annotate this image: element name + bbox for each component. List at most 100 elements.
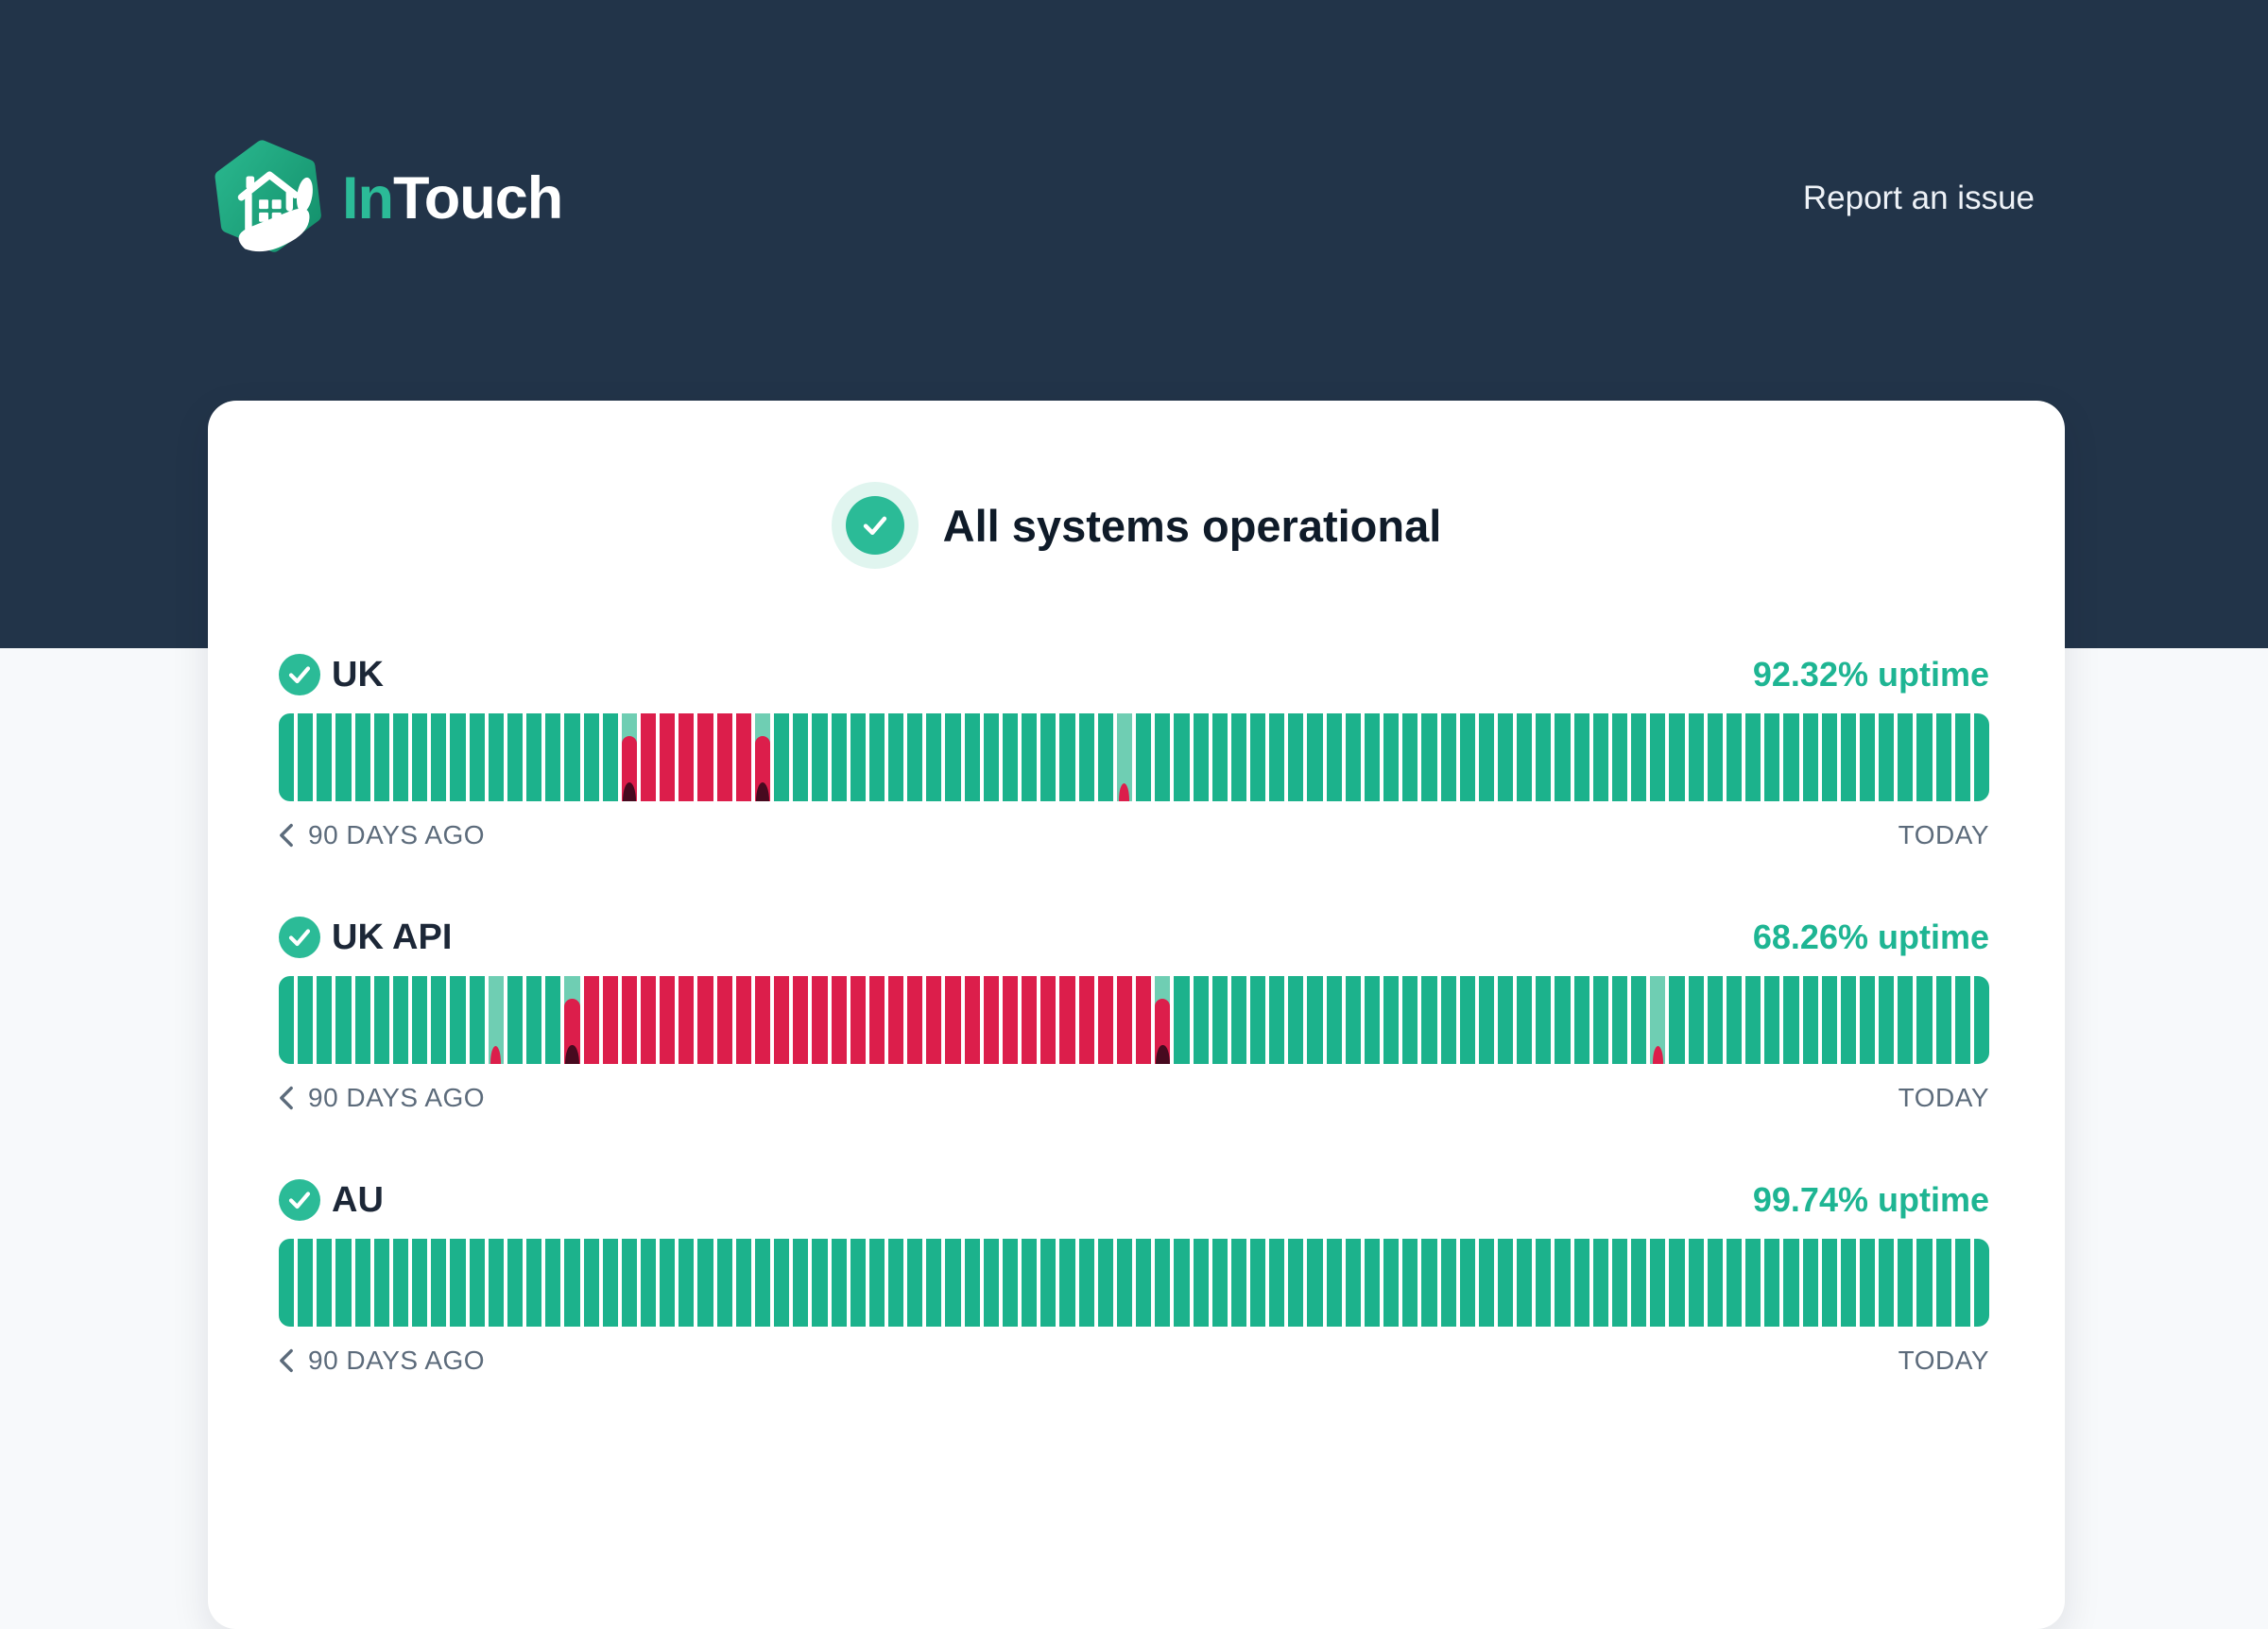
bar-up[interactable]	[1898, 976, 1914, 1064]
bar-up[interactable]	[545, 976, 561, 1064]
bar-up[interactable]	[279, 976, 295, 1064]
bar-up[interactable]	[1745, 976, 1761, 1064]
bar-up[interactable]	[1517, 976, 1533, 1064]
bar-up[interactable]	[735, 1239, 751, 1327]
intouch-logo[interactable]: InTouch	[210, 140, 563, 257]
bar-up[interactable]	[450, 976, 466, 1064]
bar-up[interactable]	[526, 1239, 542, 1327]
bar-up[interactable]	[1022, 713, 1038, 801]
bar-up[interactable]	[1821, 1239, 1837, 1327]
bar-up[interactable]	[850, 713, 866, 801]
bar-up[interactable]	[1611, 713, 1628, 801]
bar-up[interactable]	[1898, 713, 1914, 801]
bar-down[interactable]	[812, 976, 828, 1064]
bar-up[interactable]	[1155, 713, 1171, 801]
bar-up[interactable]	[1097, 1239, 1113, 1327]
bar-up[interactable]	[1249, 976, 1266, 1064]
bar-up[interactable]	[1973, 976, 1990, 1064]
bar-up[interactable]	[1002, 713, 1019, 801]
bar-up[interactable]	[1592, 1239, 1608, 1327]
bar-up[interactable]	[964, 1239, 980, 1327]
bar-up[interactable]	[317, 713, 333, 801]
bar-up[interactable]	[1745, 713, 1761, 801]
bar-up[interactable]	[1421, 713, 1437, 801]
report-issue-link[interactable]: Report an issue	[1802, 180, 2035, 216]
bar-up[interactable]	[1288, 1239, 1304, 1327]
bar-up[interactable]	[1478, 1239, 1494, 1327]
bar-up[interactable]	[1973, 713, 1990, 801]
bar-up[interactable]	[1592, 713, 1608, 801]
bar-up[interactable]	[1898, 1239, 1914, 1327]
bar-up[interactable]	[412, 1239, 428, 1327]
bar-down[interactable]	[697, 713, 713, 801]
bar-up[interactable]	[545, 1239, 561, 1327]
bar-up[interactable]	[1230, 713, 1246, 801]
bar-up[interactable]	[1498, 976, 1514, 1064]
bar-up[interactable]	[412, 976, 428, 1064]
bar-up[interactable]	[1193, 976, 1209, 1064]
bar-up[interactable]	[1573, 976, 1589, 1064]
bar-up[interactable]	[450, 1239, 466, 1327]
bar-up[interactable]	[335, 1239, 352, 1327]
bar-down[interactable]	[660, 713, 676, 801]
bar-up[interactable]	[392, 713, 409, 801]
bar-up[interactable]	[1459, 976, 1475, 1064]
bar-up[interactable]	[1916, 976, 1933, 1064]
bar-up[interactable]	[1326, 713, 1342, 801]
bar-up[interactable]	[335, 976, 352, 1064]
chevron-left-icon[interactable]	[279, 1347, 296, 1374]
bar-up[interactable]	[1688, 1239, 1704, 1327]
bar-up[interactable]	[1097, 713, 1113, 801]
bar-up[interactable]	[1611, 976, 1628, 1064]
bar-up[interactable]	[373, 713, 389, 801]
bar-up[interactable]	[1631, 1239, 1647, 1327]
bar-up[interactable]	[564, 1239, 580, 1327]
bar-up[interactable]	[945, 713, 961, 801]
bar-up[interactable]	[1783, 713, 1799, 801]
bar-up[interactable]	[373, 976, 389, 1064]
bar-up[interactable]	[1307, 713, 1323, 801]
bar-up[interactable]	[1517, 713, 1533, 801]
bar-partial-minor[interactable]	[488, 976, 504, 1064]
bar-up[interactable]	[1954, 713, 1970, 801]
bar-up[interactable]	[1573, 1239, 1589, 1327]
bar-up[interactable]	[1935, 1239, 1951, 1327]
bar-down[interactable]	[907, 976, 923, 1064]
bar-up[interactable]	[907, 713, 923, 801]
bar-down[interactable]	[1040, 976, 1057, 1064]
bar-up[interactable]	[1059, 713, 1075, 801]
bar-down[interactable]	[660, 976, 676, 1064]
bar-up[interactable]	[317, 976, 333, 1064]
bar-up[interactable]	[964, 713, 980, 801]
bar-up[interactable]	[1364, 976, 1381, 1064]
bar-up[interactable]	[983, 1239, 999, 1327]
bar-up[interactable]	[1383, 976, 1400, 1064]
bar-down[interactable]	[754, 976, 771, 1064]
bar-up[interactable]	[354, 713, 370, 801]
bar-up[interactable]	[450, 713, 466, 801]
bar-down[interactable]	[793, 976, 809, 1064]
bar-up[interactable]	[1345, 1239, 1361, 1327]
bar-up[interactable]	[1935, 976, 1951, 1064]
bar-up[interactable]	[431, 713, 447, 801]
bar-up[interactable]	[1174, 1239, 1190, 1327]
bar-up[interactable]	[1326, 1239, 1342, 1327]
bar-up[interactable]	[1764, 1239, 1780, 1327]
bar-up[interactable]	[583, 1239, 599, 1327]
bar-up[interactable]	[1611, 1239, 1628, 1327]
bar-up[interactable]	[545, 713, 561, 801]
bar-down[interactable]	[716, 713, 732, 801]
bar-up[interactable]	[488, 1239, 504, 1327]
bar-up[interactable]	[469, 1239, 485, 1327]
bar-up[interactable]	[1440, 1239, 1456, 1327]
bar-up[interactable]	[1726, 976, 1743, 1064]
bar-up[interactable]	[679, 1239, 695, 1327]
bar-up[interactable]	[1193, 1239, 1209, 1327]
bar-down[interactable]	[602, 976, 618, 1064]
bar-up[interactable]	[831, 713, 847, 801]
bar-up[interactable]	[793, 1239, 809, 1327]
bar-up[interactable]	[812, 713, 828, 801]
bar-up[interactable]	[1193, 713, 1209, 801]
bar-up[interactable]	[1745, 1239, 1761, 1327]
bar-up[interactable]	[1764, 976, 1780, 1064]
